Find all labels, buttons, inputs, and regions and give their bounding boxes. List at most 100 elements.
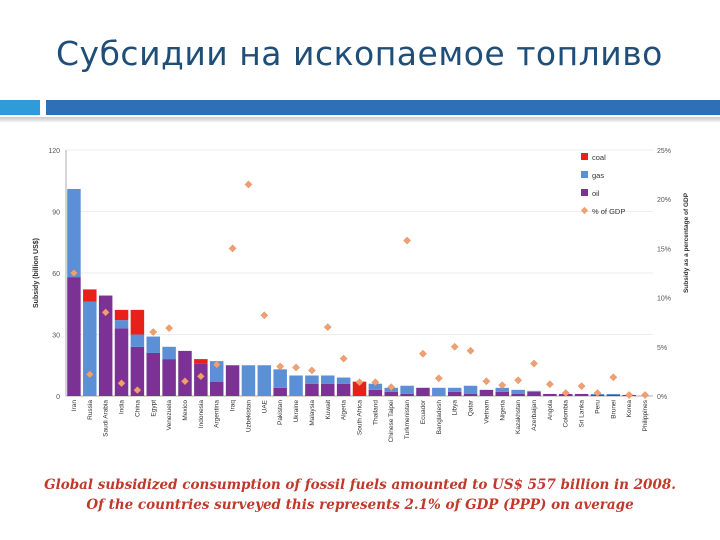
legend-swatch-gdp bbox=[580, 206, 589, 215]
gdp-marker bbox=[339, 354, 348, 363]
legend-swatch-coal bbox=[581, 153, 588, 160]
bar-gas bbox=[606, 393, 621, 395]
bar-oil bbox=[368, 389, 383, 396]
category-label: Sri Lanka bbox=[579, 400, 586, 428]
category-label: Colombia bbox=[563, 400, 570, 428]
gdp-marker bbox=[593, 389, 602, 397]
gdp-marker bbox=[625, 391, 634, 399]
gdp-marker bbox=[577, 382, 586, 391]
y2-tick-label: 5% bbox=[657, 345, 667, 352]
category-label: Indonesia bbox=[198, 400, 205, 429]
bar-oil bbox=[336, 383, 351, 396]
bar-coal bbox=[114, 309, 129, 321]
bar-gas bbox=[146, 336, 160, 353]
bar-coal bbox=[352, 381, 367, 396]
gdp-marker bbox=[371, 378, 380, 387]
bar-coal bbox=[130, 309, 145, 335]
gdp-marker bbox=[387, 383, 396, 392]
gdp-marker bbox=[355, 378, 364, 387]
category-label: Korea bbox=[626, 400, 633, 418]
caption-line-1: Global subsidized consumption of fossil … bbox=[44, 477, 676, 493]
bar-gas bbox=[289, 375, 303, 396]
category-label: Kazakhstan bbox=[515, 400, 522, 434]
category-label: Bangladesh bbox=[436, 400, 443, 435]
category-label: China bbox=[134, 400, 141, 417]
bar-gas bbox=[321, 375, 335, 384]
bar-oil bbox=[495, 391, 510, 396]
category-label: Pakistan bbox=[277, 400, 284, 425]
bar-oil bbox=[178, 350, 192, 396]
accent-bar-left bbox=[0, 100, 40, 115]
gdp-marker bbox=[181, 377, 189, 386]
gdp-marker bbox=[260, 311, 269, 320]
bar-gas bbox=[527, 390, 541, 392]
category-label: Egypt bbox=[150, 400, 157, 417]
accent-bar-right bbox=[46, 100, 720, 115]
gdp-marker bbox=[450, 342, 459, 351]
gdp-marker bbox=[276, 362, 285, 371]
category-label: Brunei bbox=[610, 400, 617, 419]
y-tick-label: 120 bbox=[48, 148, 60, 155]
bar-oil bbox=[321, 383, 335, 396]
bar-gas bbox=[130, 334, 145, 347]
y-tick-label: 60 bbox=[52, 271, 60, 278]
gdp-marker bbox=[403, 236, 411, 245]
legend-label: oil bbox=[592, 189, 600, 198]
subsidy-chart: 0 30 60 90 120 0% 5% 10% 15% 20% 25% Subsidy (billi… bbox=[33, 148, 690, 442]
gdp-marker bbox=[101, 308, 110, 317]
legend-label: gas bbox=[592, 171, 604, 180]
y2-tick-label: 10% bbox=[657, 296, 671, 303]
bar-oil bbox=[479, 389, 494, 396]
bar-oil bbox=[384, 391, 398, 396]
bar-oil bbox=[574, 393, 589, 396]
y2-tick-label: 25% bbox=[657, 148, 671, 155]
category-label: Russia bbox=[87, 400, 94, 420]
bar-oil bbox=[416, 387, 430, 396]
gdp-marker bbox=[117, 379, 126, 388]
gdp-marker bbox=[419, 349, 427, 358]
gdp-marker bbox=[85, 370, 94, 379]
gdp-marker bbox=[165, 324, 174, 332]
category-label: Algeria bbox=[341, 400, 348, 421]
bar-gas bbox=[83, 301, 97, 396]
bar-oil bbox=[305, 383, 319, 396]
gdp-marker bbox=[561, 389, 570, 397]
category-label: Qatar bbox=[468, 399, 475, 416]
gdp-marker bbox=[133, 386, 142, 394]
bar-gas bbox=[368, 383, 383, 390]
category-label: Thailand bbox=[372, 400, 379, 425]
category-label: UAE bbox=[261, 399, 268, 413]
gdp-marker bbox=[466, 346, 475, 355]
bar-oil bbox=[447, 391, 462, 396]
bar-oil bbox=[98, 295, 113, 396]
bar-gas bbox=[432, 387, 446, 396]
accent-bar-gap bbox=[41, 97, 45, 119]
bar-coal bbox=[83, 289, 97, 302]
category-label: Philippines bbox=[642, 399, 649, 431]
bar-gas bbox=[209, 361, 224, 382]
bar-oil bbox=[209, 381, 224, 396]
bar-gas bbox=[336, 377, 351, 384]
bar-gas bbox=[305, 375, 319, 384]
category-label: Vietnam bbox=[483, 400, 490, 424]
category-label: Venezuela bbox=[166, 400, 173, 431]
y-tick-label: 90 bbox=[52, 210, 60, 217]
gdp-marker bbox=[434, 374, 443, 383]
category-label: Uzbekistan bbox=[245, 400, 252, 433]
gdp-marker bbox=[641, 391, 649, 399]
bar-oil bbox=[114, 328, 129, 396]
y-tick-label: 0 bbox=[56, 394, 60, 401]
gdp-marker bbox=[323, 323, 332, 332]
bar-gas bbox=[273, 369, 287, 388]
bar-oil bbox=[463, 393, 478, 396]
gdp-marker bbox=[609, 373, 618, 382]
category-label: Angola bbox=[547, 400, 554, 421]
category-label: Libya bbox=[452, 400, 459, 416]
bar-gas bbox=[162, 346, 176, 360]
gdp-marker bbox=[212, 360, 221, 369]
legend-label: coal bbox=[592, 153, 606, 162]
bar-oil bbox=[606, 394, 621, 396]
bar-gas bbox=[114, 320, 129, 329]
legend-swatch-gas bbox=[581, 171, 588, 178]
category-label: Malaysia bbox=[309, 400, 316, 426]
